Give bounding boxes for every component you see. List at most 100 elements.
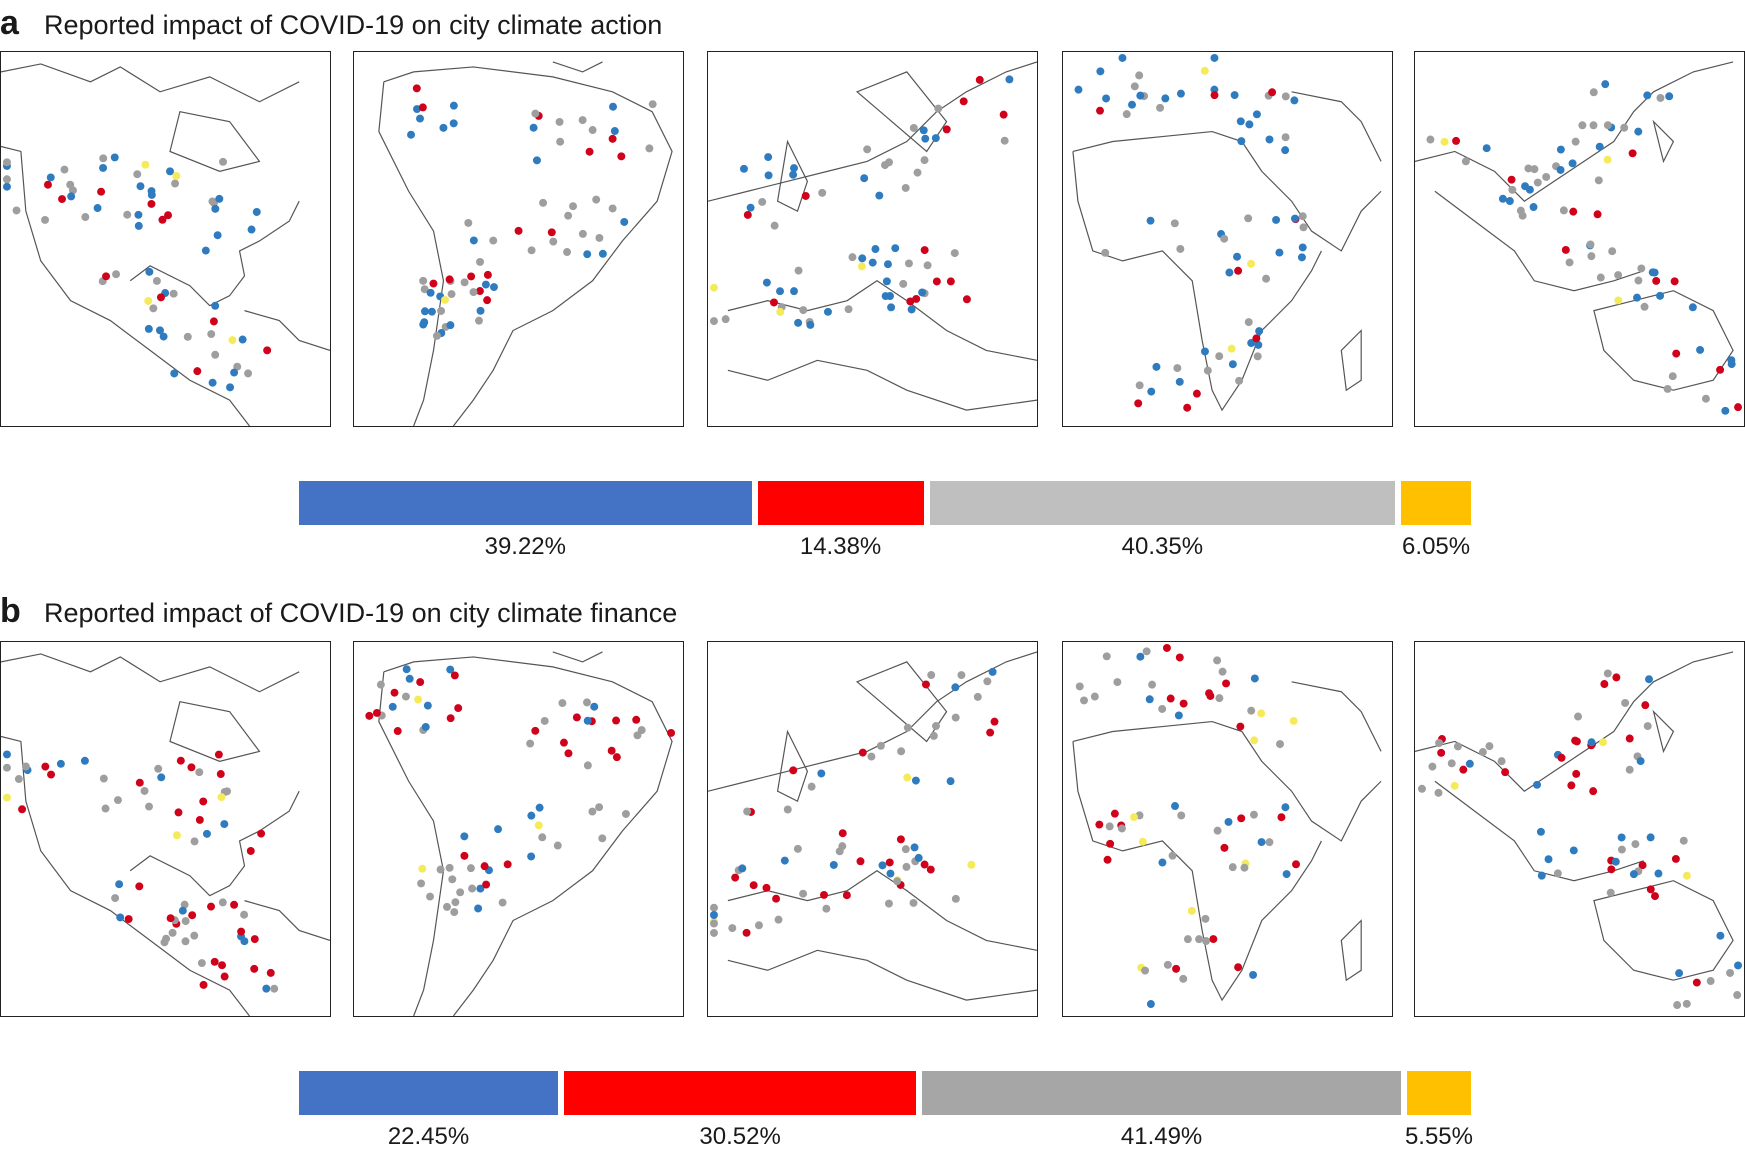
city-dot <box>1117 824 1126 833</box>
city-dot <box>932 722 940 731</box>
region-map <box>707 641 1038 1017</box>
city-dot <box>789 766 798 775</box>
city-dot <box>43 180 52 189</box>
city-dot <box>783 805 792 814</box>
city-dot <box>934 104 943 113</box>
city-dot <box>112 270 121 279</box>
city-dot <box>376 680 385 689</box>
city-dot <box>617 152 626 161</box>
city-dot <box>1497 757 1506 766</box>
city-dot <box>1174 711 1183 720</box>
city-dot <box>99 774 108 783</box>
city-dot <box>893 877 902 886</box>
city-dot <box>1565 258 1574 267</box>
city-dot <box>110 153 119 162</box>
city-dot <box>181 917 190 926</box>
city-dot <box>1450 781 1459 790</box>
city-dot <box>1122 110 1131 119</box>
city-dot <box>156 293 165 302</box>
city-dot <box>263 346 272 355</box>
city-dot <box>1244 214 1253 223</box>
city-dot <box>172 171 181 180</box>
city-dot <box>774 915 783 924</box>
city-dot <box>776 287 785 296</box>
city-dot <box>856 857 865 866</box>
city-dot <box>540 716 549 725</box>
city-dot <box>887 303 896 312</box>
city-dot <box>202 829 211 838</box>
city-dot <box>1235 376 1244 385</box>
city-dot <box>246 846 255 855</box>
city-dot <box>195 815 204 824</box>
city-dot <box>967 860 976 869</box>
city-dot <box>1587 738 1596 747</box>
city-dot <box>547 228 556 237</box>
city-dot <box>1005 75 1014 84</box>
city-dot <box>1688 303 1697 312</box>
city-dot <box>1210 53 1219 62</box>
city-dot <box>920 860 929 869</box>
city-dot <box>1675 969 1684 978</box>
city-dot <box>1571 137 1580 146</box>
city-dot <box>1074 85 1083 94</box>
city-dot <box>247 225 256 234</box>
city-dot <box>1641 701 1650 710</box>
city-dot <box>401 692 410 701</box>
bar-segment <box>757 481 924 525</box>
city-dot <box>460 851 469 860</box>
city-dot <box>1147 387 1156 396</box>
city-dot <box>1158 704 1167 713</box>
city-dot <box>946 277 955 286</box>
city-dot <box>1636 757 1645 766</box>
city-dot <box>583 761 592 770</box>
city-dot <box>868 258 877 267</box>
city-dot <box>621 809 630 818</box>
city-dot <box>1224 817 1233 826</box>
city-dot <box>1645 675 1653 684</box>
city-dot <box>1453 742 1462 751</box>
city-dot <box>1646 833 1655 842</box>
city-dot <box>885 158 893 167</box>
city-dot <box>1277 813 1286 822</box>
city-dot <box>423 701 432 710</box>
city-dot <box>1447 759 1456 768</box>
city-dot <box>1608 247 1617 256</box>
city-dot <box>563 248 572 257</box>
city-dot <box>1290 96 1299 105</box>
bar-segment <box>564 1071 917 1115</box>
map-row-action <box>0 51 1745 427</box>
city-dot <box>848 253 857 262</box>
city-dot <box>144 324 153 333</box>
city-dot <box>1621 698 1630 707</box>
city-dot <box>1620 123 1629 132</box>
city-dot <box>1195 935 1203 944</box>
city-dot <box>405 674 414 683</box>
city-dot <box>67 192 76 201</box>
city-dot <box>842 891 851 900</box>
city-dot <box>1557 753 1566 762</box>
city-dot <box>592 195 601 204</box>
city-dot <box>891 244 900 253</box>
city-dot <box>446 665 455 674</box>
city-dot <box>1233 252 1242 261</box>
city-dot <box>789 170 798 179</box>
city-dot <box>1170 219 1179 228</box>
city-dot <box>876 741 885 750</box>
city-dot <box>527 852 536 861</box>
city-dot <box>1625 734 1634 743</box>
city-dot <box>1247 339 1256 348</box>
city-dot <box>608 134 617 143</box>
city-dot <box>1568 159 1577 168</box>
city-dot <box>1556 145 1565 154</box>
city-dot <box>201 246 210 255</box>
city-dot <box>1080 696 1088 705</box>
city-dot <box>214 750 223 759</box>
coastline <box>708 61 1037 411</box>
city-dot <box>667 728 676 737</box>
city-dot <box>901 183 910 192</box>
city-dot <box>578 229 587 238</box>
city-dot <box>445 275 454 284</box>
city-dot <box>1734 403 1743 412</box>
city-dot <box>1485 742 1494 751</box>
city-dot <box>1716 931 1725 940</box>
